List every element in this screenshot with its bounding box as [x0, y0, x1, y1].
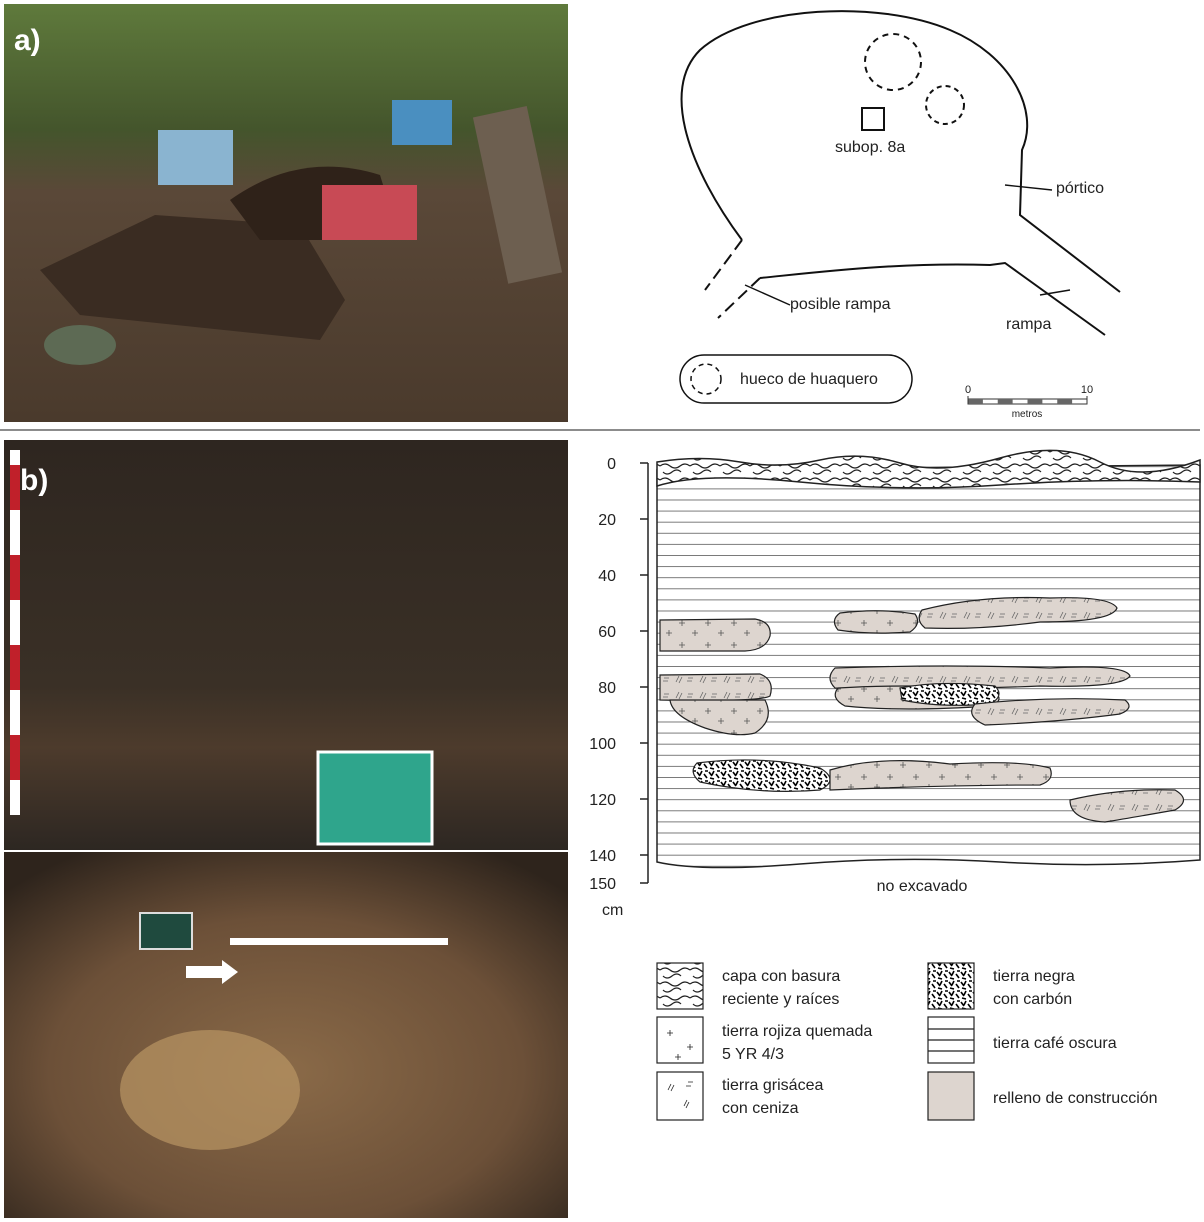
- legend-label: tierra grisácea: [722, 1077, 823, 1094]
- depth-tick-label: 40: [598, 568, 616, 585]
- board: [318, 752, 432, 844]
- stone: [44, 325, 116, 365]
- bottom-note: no excavado: [877, 878, 968, 895]
- looter-hole: [865, 34, 921, 90]
- map-label: pórtico: [1056, 180, 1104, 197]
- legend-label: hueco de huaquero: [740, 371, 878, 388]
- leader: [745, 285, 790, 305]
- legend-label: con carbón: [993, 991, 1072, 1008]
- legend-label: reciente y raíces: [722, 991, 839, 1008]
- depth-tick-label: 140: [589, 848, 616, 865]
- depth-tick-label: 0: [607, 456, 616, 473]
- depth-tick-label: 100: [589, 736, 616, 753]
- depth-tick-label: 150: [589, 876, 616, 893]
- map-label: rampa: [1006, 316, 1051, 333]
- worker: [322, 185, 417, 240]
- panel-label: b): [20, 464, 48, 497]
- map: [680, 11, 1120, 403]
- legend-label: con ceniza: [722, 1100, 799, 1117]
- scale-bar-segment: [968, 399, 983, 404]
- scale-bar-segment: [1028, 399, 1043, 404]
- legend-label: tierra café oscura: [993, 1035, 1117, 1052]
- map-label: subop. 8a: [835, 139, 905, 156]
- scale-tick-label: 10: [1081, 384, 1093, 396]
- scale-bar-segment: [1057, 399, 1072, 404]
- scale-rod: [230, 938, 448, 945]
- profile: [648, 450, 1200, 883]
- photo-floor: [4, 852, 568, 1218]
- worker: [158, 130, 233, 185]
- looter-hole: [926, 86, 964, 124]
- scale-unit: metros: [1012, 409, 1043, 420]
- panel-label: a): [14, 24, 41, 57]
- ramp-line: [705, 240, 760, 318]
- leader: [1005, 185, 1052, 190]
- ash-stain: [120, 1030, 300, 1150]
- depth-tick-label: 20: [598, 512, 616, 529]
- worker: [392, 100, 452, 145]
- legend-label: capa con basura: [722, 968, 840, 985]
- map-label: posible rampa: [790, 296, 891, 313]
- board: [140, 913, 192, 949]
- scale-tick-label: 0: [965, 384, 971, 396]
- subop-square: [862, 108, 884, 130]
- depth-tick-label: 120: [589, 792, 616, 809]
- legend-label: tierra negra: [993, 968, 1075, 985]
- depth-tick-label: 80: [598, 680, 616, 697]
- depth-tick-label: 60: [598, 624, 616, 641]
- photo-profile: [4, 440, 568, 850]
- figure: a) subop. 8a pórtico posible rampa rampa…: [0, 0, 1204, 1222]
- legend-label: relleno de construcción: [993, 1090, 1158, 1107]
- axis-unit: cm: [602, 902, 623, 919]
- legend-label: 5 YR 4/3: [722, 1046, 784, 1063]
- scale-bar-segment: [998, 399, 1013, 404]
- legend-label: tierra rojiza quemada: [722, 1023, 872, 1040]
- profile-legend: [657, 963, 974, 1120]
- legend-symbol: [691, 364, 721, 394]
